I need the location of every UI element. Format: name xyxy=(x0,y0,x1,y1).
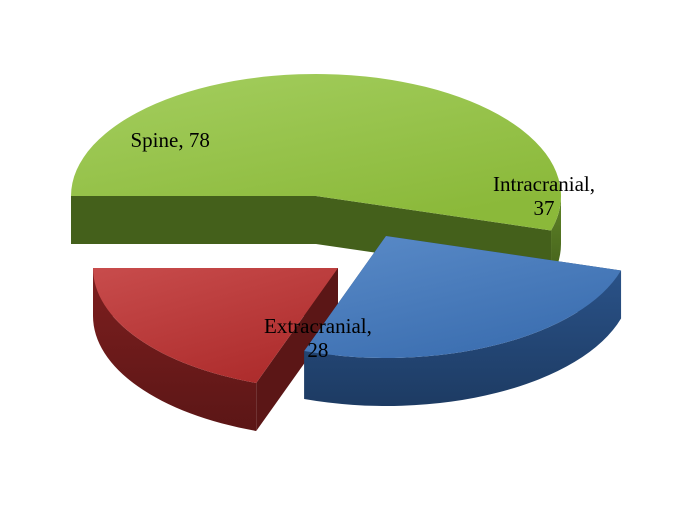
slice-cut-face xyxy=(71,196,316,244)
pie-chart-3d: Spine, 78 Intracranial, 37 Extracranial,… xyxy=(0,0,684,505)
pie-svg xyxy=(0,0,684,505)
